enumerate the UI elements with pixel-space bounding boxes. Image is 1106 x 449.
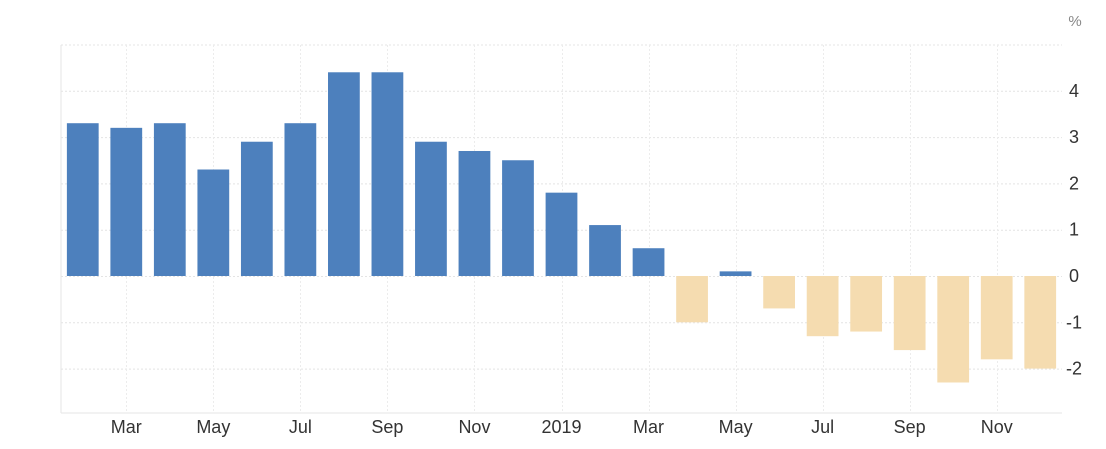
- bar: [806, 276, 839, 337]
- y-tick-label: 2: [1069, 173, 1079, 193]
- x-axis: Mar May Jul Sep Nov 2019 Mar May Jul Sep Nov: [111, 417, 1013, 437]
- y-tick-label: -2: [1066, 359, 1082, 379]
- bars: [66, 72, 1057, 383]
- y-tick-label: 4: [1069, 81, 1079, 101]
- y-tick-label: 3: [1069, 127, 1079, 147]
- bar: [589, 225, 621, 276]
- bar: [850, 276, 883, 332]
- bar: [545, 192, 578, 276]
- bar: [502, 160, 534, 276]
- x-tick-label: Mar: [111, 417, 142, 437]
- bar: [415, 141, 447, 276]
- x-tick-label: May: [196, 417, 230, 437]
- bar: [240, 141, 273, 276]
- bar: [980, 276, 1013, 360]
- x-tick-label: Sep: [371, 417, 403, 437]
- y-axis: -2 -1 0 1 2 3 4: [1066, 81, 1082, 379]
- bar: [66, 123, 99, 277]
- y-tick-label: 1: [1069, 220, 1079, 240]
- bar: [719, 271, 752, 276]
- x-tick-label: May: [719, 417, 753, 437]
- bar: [153, 123, 186, 277]
- bar: [458, 150, 491, 276]
- x-tick-label: 2019: [541, 417, 581, 437]
- bar: [893, 276, 926, 351]
- bar: [110, 127, 143, 276]
- bar: [371, 72, 404, 276]
- x-tick-label: Mar: [633, 417, 664, 437]
- x-tick-label: Jul: [289, 417, 312, 437]
- bar: [937, 276, 970, 383]
- bar: [763, 276, 795, 309]
- x-tick-label: Jul: [811, 417, 834, 437]
- bar: [1024, 276, 1057, 369]
- y-tick-label: 0: [1069, 266, 1079, 286]
- x-tick-label: Nov: [981, 417, 1013, 437]
- bar: [197, 169, 230, 276]
- x-tick-label: Nov: [458, 417, 490, 437]
- bar: [676, 276, 708, 323]
- bar: [632, 248, 665, 276]
- x-tick-label: Sep: [894, 417, 926, 437]
- y-tick-label: -1: [1066, 312, 1082, 332]
- bar: [328, 72, 360, 276]
- bar: [284, 123, 317, 277]
- y-unit-label: %: [1068, 13, 1081, 30]
